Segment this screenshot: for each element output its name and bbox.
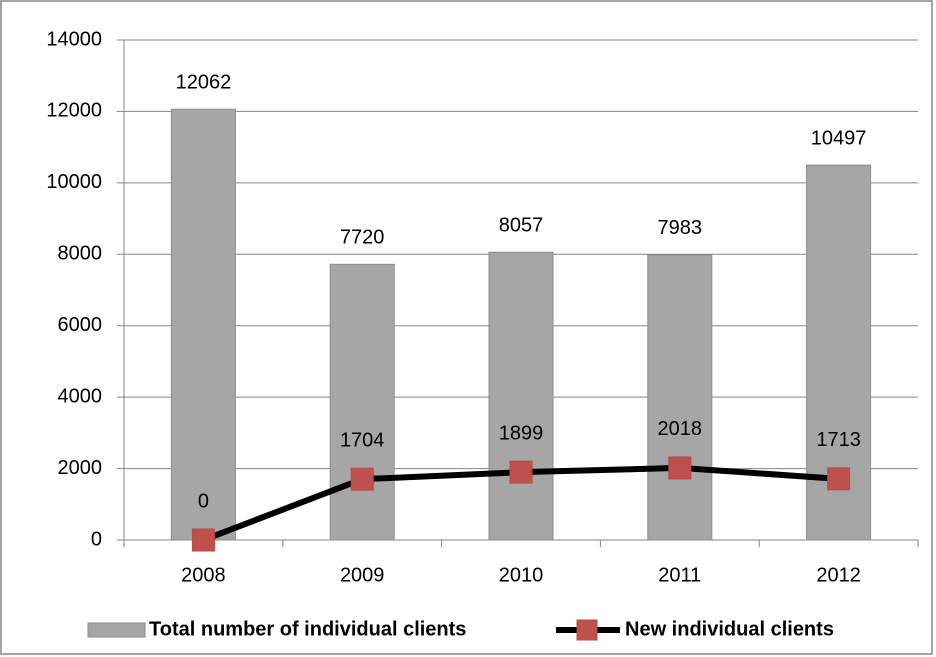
bar [329,263,395,541]
y-tick-label: 12000 [46,100,102,122]
legend-marker [576,619,598,641]
bar [647,254,713,541]
x-tick-label: 2008 [181,564,226,586]
y-tick-label: 8000 [58,243,103,265]
data-label: 1704 [340,429,385,451]
y-tick-label: 4000 [58,385,103,407]
data-label: 7720 [340,227,385,249]
x-tick-label: 2009 [340,564,385,586]
data-label: 1713 [816,429,861,451]
data-label: 7983 [658,217,703,239]
data-label: 12062 [176,71,232,93]
marker [668,456,692,480]
data-label: 8057 [499,215,544,237]
legend-text: New individual clients [625,618,834,640]
x-tick-label: 2011 [658,564,701,586]
bar [488,251,554,541]
data-label: 2018 [658,418,703,440]
marker [509,460,533,484]
y-tick-label: 0 [91,528,102,550]
marker [191,528,215,552]
data-label: 1899 [499,422,544,444]
legend-text: Total number of individual clients [149,618,466,640]
legend-swatch [87,622,146,638]
y-tick-label: 2000 [58,457,103,479]
y-tick-label: 14000 [46,28,102,50]
bar [170,108,236,541]
y-tick-label: 6000 [58,314,103,336]
marker [350,467,374,491]
x-tick-label: 2010 [499,564,544,586]
y-tick-label: 10000 [46,171,102,193]
data-label: 0 [198,490,209,512]
data-label: 10497 [811,127,867,149]
x-tick-label: 2012 [816,564,861,586]
marker [827,467,851,491]
